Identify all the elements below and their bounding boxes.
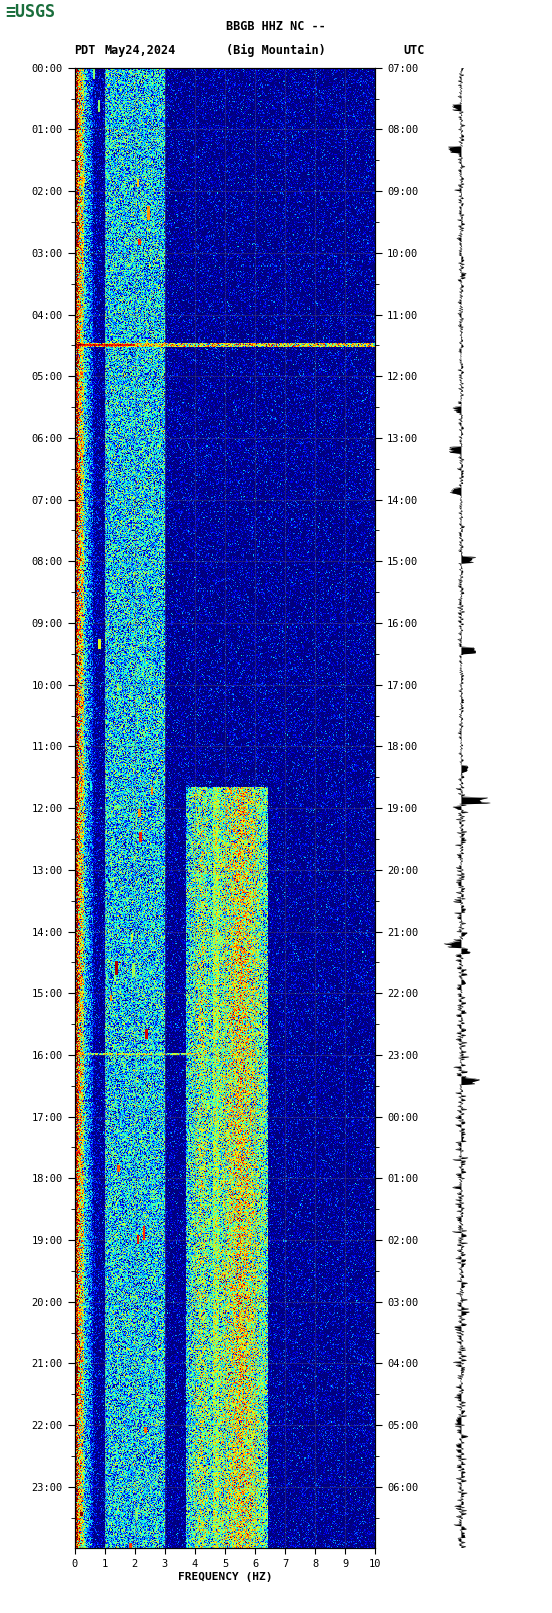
Text: BBGB HHZ NC --: BBGB HHZ NC -- xyxy=(226,21,326,34)
Text: PDT: PDT xyxy=(75,44,96,56)
Text: May24,2024: May24,2024 xyxy=(105,44,176,56)
Text: ≡USGS: ≡USGS xyxy=(6,3,56,21)
Text: (Big Mountain): (Big Mountain) xyxy=(226,44,326,56)
Text: UTC: UTC xyxy=(404,44,425,56)
X-axis label: FREQUENCY (HZ): FREQUENCY (HZ) xyxy=(178,1571,272,1582)
